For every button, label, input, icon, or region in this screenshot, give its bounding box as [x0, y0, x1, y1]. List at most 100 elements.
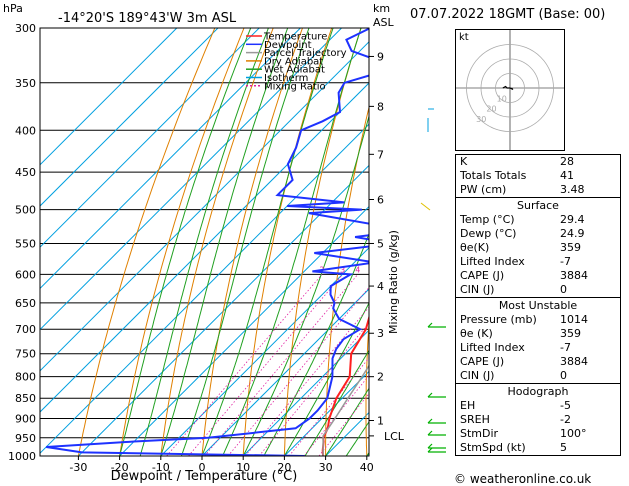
- isotherm-line: [40, 82, 369, 413]
- x-tick-label: -30: [69, 461, 87, 474]
- km-tick-label: 3: [377, 327, 384, 340]
- mixing-ratio-label: 4: [355, 265, 360, 274]
- pressure-tick-label: 700: [15, 323, 36, 336]
- stat-label: Pressure (mb): [460, 313, 537, 326]
- wind-barb: [427, 392, 433, 398]
- stat-row: Totals Totals 41: [456, 169, 620, 183]
- pressure-tick-label: 500: [15, 204, 36, 217]
- date-title: 07.07.2022 18GMT (Base: 00): [410, 7, 606, 22]
- x-tick-label: -10: [152, 461, 170, 474]
- pressure-tick-label: 350: [15, 77, 36, 90]
- hodograph-ring: [480, 58, 540, 118]
- wet-adiabat-line: [263, 232, 369, 456]
- hodograph-trace: [502, 85, 514, 91]
- stat-value: 41: [560, 169, 574, 182]
- stat-value: 100°: [560, 427, 587, 440]
- mixing-ratio-axis-label: Mixing Ratio (g/kg): [387, 230, 400, 334]
- wind-barb: [420, 202, 431, 211]
- stat-label: SREH: [460, 413, 490, 426]
- km-tick-label: 7: [377, 148, 384, 161]
- asl-unit: ASL: [373, 16, 395, 29]
- plot-frame: [39, 27, 370, 457]
- stat-row: Lifted Index -7: [456, 341, 620, 355]
- pressure-tick-label: 800: [15, 371, 36, 384]
- km-tick-label: 6: [377, 193, 384, 206]
- hodograph-unit: kt: [459, 32, 469, 43]
- stat-row: K 28: [456, 155, 620, 169]
- hodograph-ring-label: 10: [497, 94, 507, 103]
- pressure-tick-label: 900: [15, 413, 36, 426]
- stat-value: 0: [560, 283, 567, 296]
- km-tick-label: 2: [377, 371, 384, 384]
- stat-row: Dewp (°C) 24.9: [456, 227, 620, 241]
- hodograph-ring: [495, 73, 525, 103]
- stat-label: Totals Totals: [460, 169, 527, 182]
- stat-row: CAPE (J) 3884: [456, 355, 620, 369]
- wind-barb: [427, 418, 433, 424]
- mixing-ratio-line: [303, 374, 369, 456]
- surface-title: Surface: [517, 199, 559, 212]
- legend-label: Temperature: [263, 32, 327, 43]
- legend-label: Parcel Trajectory: [264, 48, 347, 59]
- stat-value: 3.48: [560, 183, 585, 196]
- parcel-trajectory-line: [322, 364, 369, 456]
- pressure-tick-label: 600: [15, 268, 36, 281]
- dry-adiabat-line: [119, 28, 245, 456]
- wet-adiabat-line: [283, 301, 369, 456]
- stat-row: PW (cm) 3.48: [456, 183, 620, 197]
- stat-label: CAPE (J): [460, 355, 505, 368]
- stat-label: EH: [460, 399, 476, 412]
- stat-row: EH -5: [456, 399, 620, 413]
- stat-row: Pressure (mb) 1014: [456, 313, 620, 327]
- stat-value: -7: [560, 341, 571, 354]
- x-tick-label: -20: [111, 461, 129, 474]
- dry-adiabat-line: [160, 28, 274, 456]
- wet-adiabat-line: [222, 28, 362, 456]
- km-unit: km: [373, 2, 390, 15]
- stat-value: 3884: [560, 269, 588, 282]
- km-tick-label: 9: [377, 50, 384, 63]
- x-tick-label: 40: [360, 461, 374, 474]
- isotherm-line: [40, 28, 219, 207]
- dry-adiabat-line: [405, 28, 448, 456]
- indices-panel: K 28 Totals Totals 41 PW (cm) 3.48 Surface Te…: [455, 154, 621, 456]
- legend-label: Mixing Ratio: [264, 81, 326, 92]
- stat-value: 359: [560, 241, 581, 254]
- stat-value: 29.4: [560, 213, 585, 226]
- stat-row: StmDir 100°: [456, 427, 620, 441]
- pressure-tick-label: 950: [15, 432, 36, 445]
- hodograph-stats-title: Hodograph: [507, 385, 569, 398]
- pressure-tick-label: 850: [15, 392, 36, 405]
- unstable-title: Most Unstable: [498, 299, 578, 312]
- stat-label: Lifted Index: [460, 341, 525, 354]
- km-tick-label: 1: [377, 415, 384, 428]
- pressure-tick-label: 550: [15, 237, 36, 250]
- stat-row: θe(K) 359: [456, 241, 620, 255]
- stat-row: CIN (J) 0: [456, 283, 620, 297]
- isotherm-line: [160, 247, 369, 456]
- stat-label: CIN (J): [460, 283, 495, 296]
- wet-adiabat-line: [180, 28, 310, 456]
- stat-row: Temp (°C) 29.4: [456, 213, 620, 227]
- location-title: -14°20'S 189°43'W 3m ASL: [58, 11, 237, 26]
- wind-barb: [427, 430, 433, 436]
- stat-value: -5: [560, 399, 571, 412]
- stat-row: CIN (J) 0: [456, 369, 620, 383]
- unstable-section: Most Unstable Pressure (mb) 1014 θe (K) 359…: [456, 297, 620, 383]
- stat-row: Lifted Index -7: [456, 255, 620, 269]
- stat-label: Temp (°C): [460, 213, 515, 226]
- stat-value: 1014: [560, 313, 588, 326]
- temperature-line: [321, 314, 369, 456]
- mixing-ratio-line: [188, 274, 343, 456]
- isotherm-line: [40, 28, 260, 248]
- stat-label: θe (K): [460, 327, 493, 340]
- stat-label: Lifted Index: [460, 255, 525, 268]
- mixing-ratio-line: [166, 274, 323, 456]
- wet-adiabat-line: [139, 28, 269, 456]
- x-axis-label: Dewpoint / Temperature (°C): [111, 469, 298, 484]
- km-tick-label: 4: [377, 280, 384, 293]
- isotherm-line: [242, 329, 369, 456]
- stat-value: -7: [560, 255, 571, 268]
- mixing-ratio-label: 3: [340, 265, 345, 274]
